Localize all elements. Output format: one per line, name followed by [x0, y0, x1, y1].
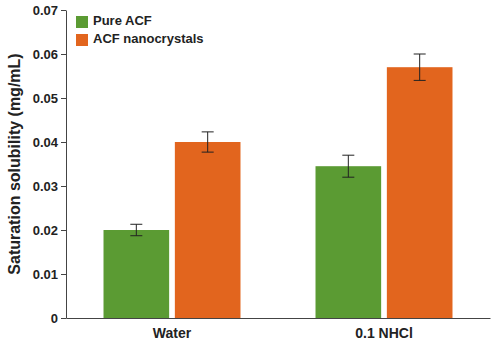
y-tick: 0.02	[33, 223, 66, 238]
y-tick-mark	[61, 10, 66, 11]
bar	[104, 230, 170, 318]
y-tick: 0	[51, 311, 66, 326]
plot-area: 0 0.01 0.02 0.03 0.04 0.05 0.06 0.07 Water 0.1 NH…	[33, 3, 491, 341]
y-tick: 0.06	[33, 47, 66, 62]
x-tick-label: 0.1 NHCl	[355, 325, 413, 341]
y-tick-label: 0.03	[33, 179, 58, 194]
y-tick-label: 0	[51, 311, 58, 326]
error-bar	[202, 132, 214, 152]
legend-entry: Pure ACF	[76, 13, 152, 28]
y-tick: 0.07	[33, 3, 66, 18]
y-tick-mark	[61, 98, 66, 99]
y-tick-mark	[61, 230, 66, 231]
marks	[104, 54, 453, 318]
error-bar	[414, 54, 426, 80]
error-bar-line	[130, 224, 142, 235]
y-tick-mark	[61, 274, 66, 275]
x-tick-label: Water	[153, 325, 192, 341]
series	[175, 54, 453, 318]
y-tick-label: 0.05	[33, 91, 58, 106]
y-tick: 0.01	[33, 267, 66, 282]
x-tick: Water	[153, 318, 192, 341]
y-tick: 0.03	[33, 179, 66, 194]
y-tick-label: 0.01	[33, 267, 58, 282]
error-bar-line	[202, 132, 214, 152]
series	[104, 155, 382, 318]
y-tick-label: 0.02	[33, 223, 58, 238]
legend-label: Pure ACF	[93, 13, 152, 28]
legend-swatch	[76, 16, 88, 28]
legend-swatch	[76, 34, 88, 46]
y-tick-label: 0.06	[33, 47, 58, 62]
y-tick: 0.04	[33, 135, 66, 150]
y-tick-mark	[61, 142, 66, 143]
y-tick-label: 0.07	[33, 3, 58, 18]
x-axis: Water 0.1 NHCl	[67, 318, 491, 341]
y-tick-mark	[61, 54, 66, 55]
error-bar-line	[342, 155, 354, 177]
bar	[387, 67, 453, 318]
y-axis-line	[66, 11, 67, 319]
legend-entry: ACF nanocrystals	[76, 31, 204, 46]
y-tick-mark	[61, 186, 66, 187]
error-bar	[130, 224, 142, 235]
bar	[175, 142, 241, 318]
x-tick: 0.1 NHCl	[355, 318, 413, 341]
legend: Pure ACF ACF nanocrystals	[76, 13, 204, 46]
chart: 0 0.01 0.02 0.03 0.04 0.05 0.06 0.07 Water 0.1 NH…	[0, 0, 500, 358]
y-tick: 0.05	[33, 91, 66, 106]
y-tick-mark	[61, 318, 66, 319]
legend-label: ACF nanocrystals	[93, 31, 204, 46]
y-axis: 0 0.01 0.02 0.03 0.04 0.05 0.06 0.07	[33, 3, 67, 326]
y-axis-title: Saturation solubility (mg/mL)	[6, 53, 23, 274]
error-bar	[342, 155, 354, 177]
error-bar-line	[414, 54, 426, 80]
bar	[316, 166, 382, 318]
x-axis-line	[67, 318, 491, 319]
y-tick-label: 0.04	[33, 135, 59, 150]
